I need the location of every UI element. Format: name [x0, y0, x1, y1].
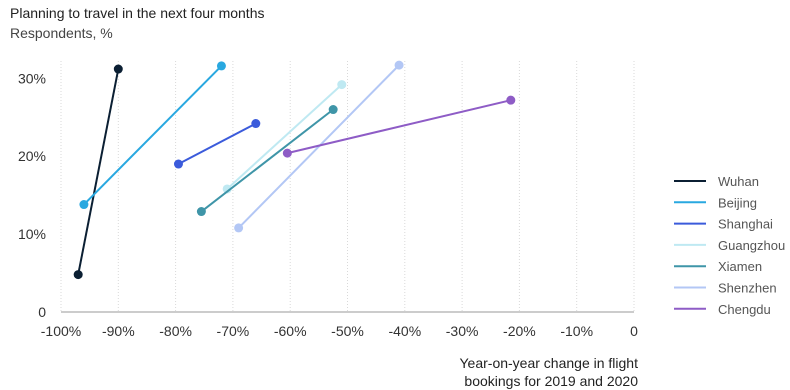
- series-line: [77, 68, 120, 275]
- x-tick-label: -70%: [217, 323, 250, 339]
- x-tick-label: -10%: [560, 323, 593, 339]
- legend-item-xiamen: Xiamen: [674, 259, 762, 274]
- data-point: [79, 200, 89, 210]
- series-wuhan: [73, 64, 123, 280]
- x-tick-label: -80%: [159, 323, 192, 339]
- series-beijing: [79, 61, 226, 210]
- series-chengdu: [282, 95, 516, 158]
- legend-label: Beijing: [718, 195, 757, 210]
- legend-item-guangzhou: Guangzhou: [674, 238, 785, 253]
- y-tick-label: 10%: [18, 226, 46, 242]
- data-point: [113, 64, 123, 74]
- data-point: [73, 270, 83, 280]
- series-line: [226, 83, 343, 190]
- series-shanghai: [173, 119, 261, 169]
- legend-label: Shanghai: [718, 217, 773, 232]
- chart-title: Planning to travel in the next four mont…: [10, 5, 265, 21]
- legend-item-wuhan: Wuhan: [674, 174, 759, 189]
- data-point: [196, 207, 206, 217]
- data-point: [222, 184, 232, 194]
- x-tick-label: -20%: [503, 323, 536, 339]
- x-tick-label: -50%: [331, 323, 364, 339]
- y-tick-label: 30%: [18, 70, 46, 86]
- legend-item-shanghai: Shanghai: [674, 217, 773, 232]
- legend-label: Guangzhou: [718, 238, 785, 253]
- legend-item-shenzhen: Shenzhen: [674, 281, 777, 296]
- data-point: [282, 148, 292, 158]
- data-point: [506, 95, 516, 105]
- series-guangzhou: [222, 80, 347, 194]
- legend-item-beijing: Beijing: [674, 195, 757, 210]
- series-line: [83, 65, 223, 206]
- x-tick-label: -30%: [446, 323, 479, 339]
- data-point: [251, 119, 261, 129]
- x-tick-label: -90%: [102, 323, 135, 339]
- chart-subtitle: Respondents, %: [10, 25, 113, 41]
- series-line: [200, 108, 334, 213]
- x-tick-label: -40%: [388, 323, 421, 339]
- legend-label: Chengdu: [718, 302, 771, 317]
- legend-label: Wuhan: [718, 174, 759, 189]
- y-tick-label: 0: [38, 304, 46, 320]
- data-point: [328, 105, 338, 115]
- series-line: [287, 99, 512, 155]
- legend-item-chengdu: Chengdu: [674, 302, 771, 317]
- series-xiamen: [196, 105, 338, 217]
- legend-label: Shenzhen: [718, 281, 777, 296]
- x-tick-label: 0: [630, 323, 638, 339]
- x-axis-label-line-2: bookings for 2019 and 2020: [464, 373, 638, 389]
- series-line: [178, 122, 257, 165]
- data-point: [234, 223, 244, 233]
- data-point: [337, 80, 347, 90]
- x-tick-label: -100%: [41, 323, 81, 339]
- x-tick-label: -60%: [274, 323, 307, 339]
- x-axis-label: Year-on-year change in flight bookings f…: [460, 354, 639, 390]
- legend-label: Xiamen: [718, 259, 762, 274]
- x-axis-label-line-1: Year-on-year change in flight: [459, 355, 639, 371]
- data-point: [173, 159, 183, 169]
- data-point: [216, 61, 226, 71]
- data-point: [394, 60, 404, 70]
- y-tick-label: 20%: [18, 148, 46, 164]
